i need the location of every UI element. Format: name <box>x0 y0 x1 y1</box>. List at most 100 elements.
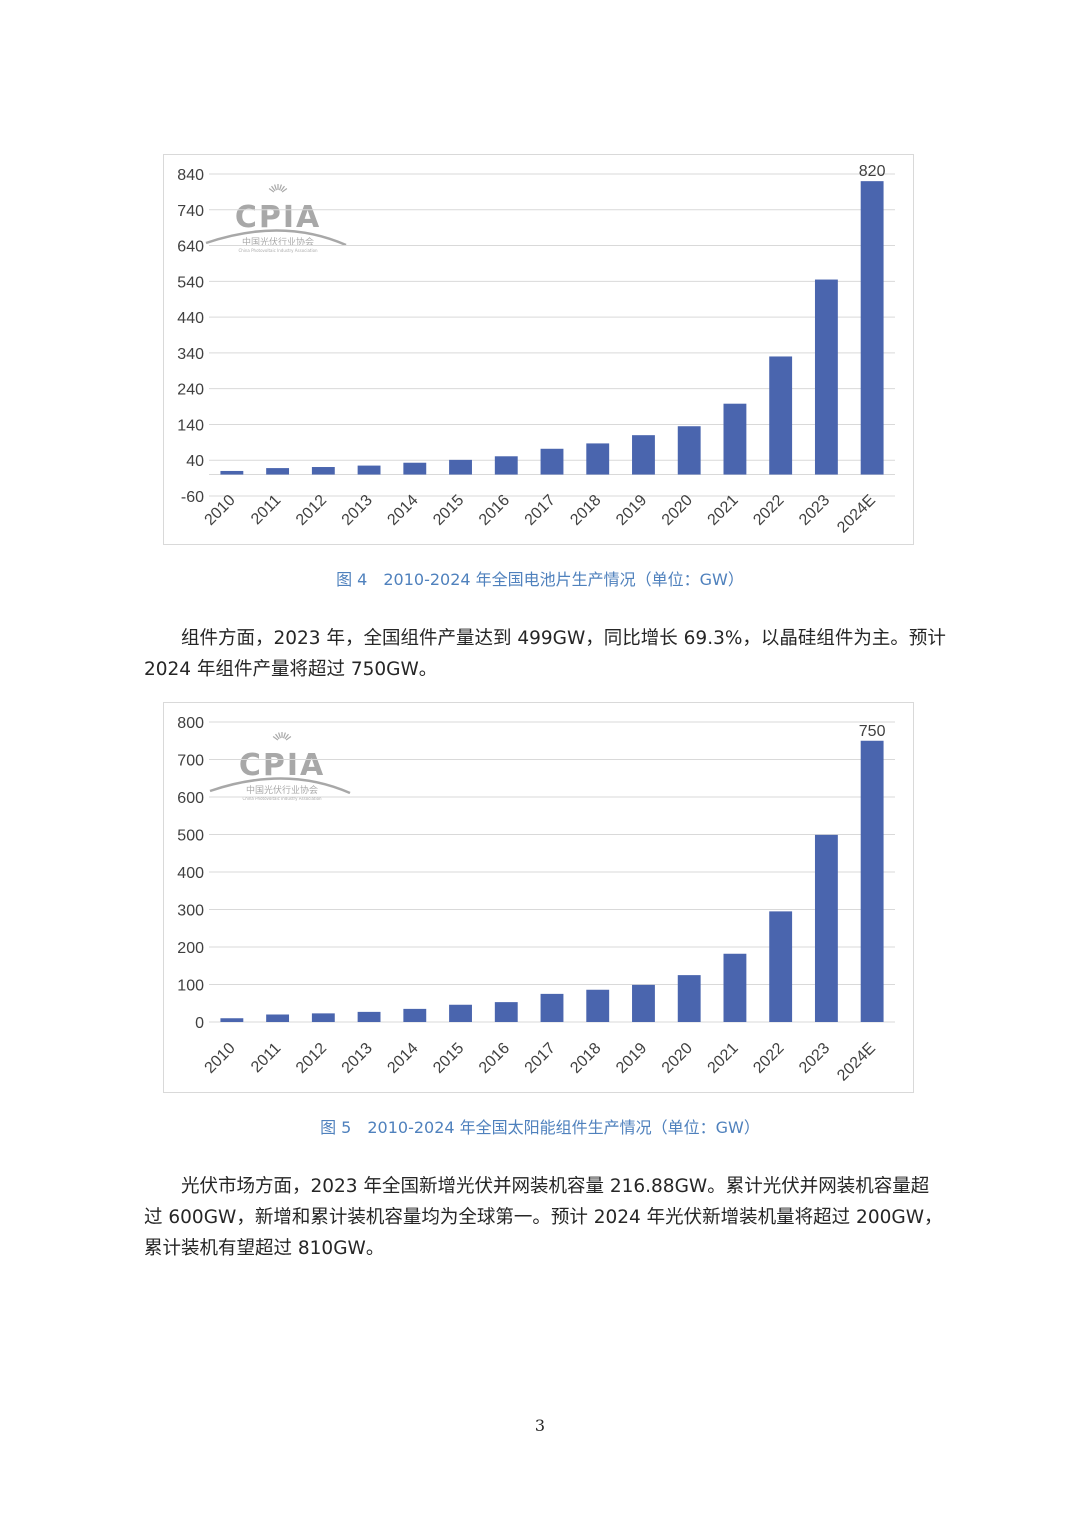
x-tick-label: 2023 <box>796 492 833 529</box>
bar <box>494 456 518 475</box>
sun-ray-icon <box>271 185 276 192</box>
bar <box>540 993 564 1022</box>
y-tick-label: 840 <box>177 167 204 184</box>
bar <box>677 975 701 1022</box>
figure-5-chart: CPIA 中国光伏行业协会 China Photovoltaic Industry … <box>163 702 914 1093</box>
bar <box>814 279 838 475</box>
sun-ray-icon <box>284 733 289 740</box>
logo-name: CPIA <box>235 200 321 235</box>
module-production-paragraph: 组件方面，2023 年，全国组件产量达到 499GW，同比增长 69.3%，以晶… <box>144 623 946 685</box>
y-tick-label: 140 <box>177 417 204 434</box>
x-tick-label: 2014 <box>384 492 421 529</box>
sun-ray-icon <box>281 188 288 193</box>
y-tick-label: 700 <box>177 753 204 770</box>
x-tick-label: 2015 <box>430 492 467 529</box>
figure-4-chart: CPIA 中国光伏行业协会 China Photovoltaic Industry … <box>163 154 914 545</box>
x-tick-label: 2010 <box>202 492 239 529</box>
y-tick-label: 100 <box>177 978 204 995</box>
x-tick-label: 2020 <box>659 1040 696 1077</box>
x-tick-label: 2021 <box>705 492 742 529</box>
x-tick-label: 2010 <box>202 1040 239 1077</box>
y-tick-label: -60 <box>181 489 204 506</box>
x-tick-label: 2020 <box>659 492 696 529</box>
y-tick-label: 800 <box>177 715 204 732</box>
x-tick-label: 2019 <box>613 1040 650 1077</box>
sun-ray-icon <box>280 185 285 192</box>
bar <box>357 1011 381 1022</box>
sun-ray-icon <box>272 736 279 741</box>
bar <box>449 1004 472 1022</box>
y-tick-label: 540 <box>177 274 204 291</box>
logo-swoosh-icon <box>205 229 347 247</box>
bar <box>540 448 564 475</box>
x-tick-label: 2018 <box>567 492 604 529</box>
x-tick-label: 2022 <box>750 1040 787 1077</box>
bar <box>220 470 244 475</box>
y-tick-label: 740 <box>177 203 204 220</box>
y-tick-label: 240 <box>177 382 204 399</box>
pv-market-paragraph: 光伏市场方面，2023 年全国新增光伏并网装机容量 216.88GW。累计光伏并… <box>144 1171 944 1264</box>
sun-ray-icon <box>282 732 286 739</box>
figure-5-caption: 图 5 2010-2024 年全国太阳能组件生产情况（单位：GW） <box>320 1118 760 1137</box>
bar <box>677 426 701 475</box>
y-tick-label: 600 <box>177 790 204 807</box>
logo-subtitle: 中国光伏行业协会 <box>246 784 318 796</box>
sun-ray-icon <box>268 188 275 193</box>
y-tick-label: 300 <box>177 903 204 920</box>
x-tick-label: 2017 <box>522 492 559 529</box>
bar <box>723 953 747 1022</box>
bar <box>632 984 655 1022</box>
y-tick-label: 440 <box>177 310 204 327</box>
logo-english: China Photovoltaic Industry Association <box>242 796 322 801</box>
x-tick-label: 2024E <box>834 492 879 537</box>
x-tick-label: 2011 <box>248 1040 284 1076</box>
x-tick-label: 2018 <box>567 1040 604 1077</box>
x-tick-label: 2011 <box>248 492 284 528</box>
paragraph-line: 累计装机有望超过 810GW。 <box>144 1238 385 1259</box>
bar <box>403 1008 427 1022</box>
bar <box>311 1013 335 1022</box>
sun-ray-icon <box>275 733 280 740</box>
figure-4-caption: 图 4 2010-2024 年全国电池片生产情况（单位：GW） <box>336 570 744 589</box>
logo-english: China Photovoltaic Industry Association <box>238 248 318 253</box>
x-tick-label: 2013 <box>339 1040 376 1077</box>
sun-ray-icon <box>278 732 282 739</box>
x-tick-label: 2013 <box>339 492 376 529</box>
sun-ray-icon <box>274 184 278 191</box>
data-label: 750 <box>859 723 886 740</box>
data-label: 820 <box>859 163 886 180</box>
x-tick-label: 2021 <box>705 1040 742 1077</box>
y-tick-label: 40 <box>186 453 204 470</box>
bar <box>632 435 655 475</box>
bar <box>220 1018 244 1022</box>
paragraph-line: 过 600GW，新增和累计装机容量均为全球第一。预计 2024 年光伏新增装机量… <box>144 1207 943 1228</box>
paragraph-line: 光伏市场方面，2023 年全国新增光伏并网装机容量 216.88GW。累计光伏并… <box>181 1176 930 1197</box>
x-tick-label: 2017 <box>522 1040 559 1077</box>
paragraph-line: 组件方面，2023 年，全国组件产量达到 499GW，同比增长 69.3%，以晶… <box>181 628 946 649</box>
x-tick-label: 2016 <box>476 492 513 529</box>
x-tick-label: 2014 <box>384 1040 421 1077</box>
sun-ray-icon <box>278 184 282 191</box>
bar <box>494 1002 518 1022</box>
bar <box>769 911 793 1022</box>
bar <box>860 181 884 475</box>
logo-name: CPIA <box>239 748 325 783</box>
bar <box>586 443 610 475</box>
y-tick-label: 0 <box>195 1015 204 1032</box>
bar <box>586 989 610 1022</box>
bar <box>266 468 290 475</box>
y-tick-label: 200 <box>177 940 204 957</box>
bar <box>769 356 793 475</box>
bar <box>403 462 427 475</box>
x-tick-label: 2016 <box>476 1040 513 1077</box>
bar <box>860 740 884 1022</box>
x-tick-label: 2015 <box>430 1040 467 1077</box>
bar <box>449 459 472 475</box>
bar <box>311 467 335 475</box>
y-tick-label: 400 <box>177 865 204 882</box>
x-tick-label: 2024E <box>834 1040 879 1085</box>
